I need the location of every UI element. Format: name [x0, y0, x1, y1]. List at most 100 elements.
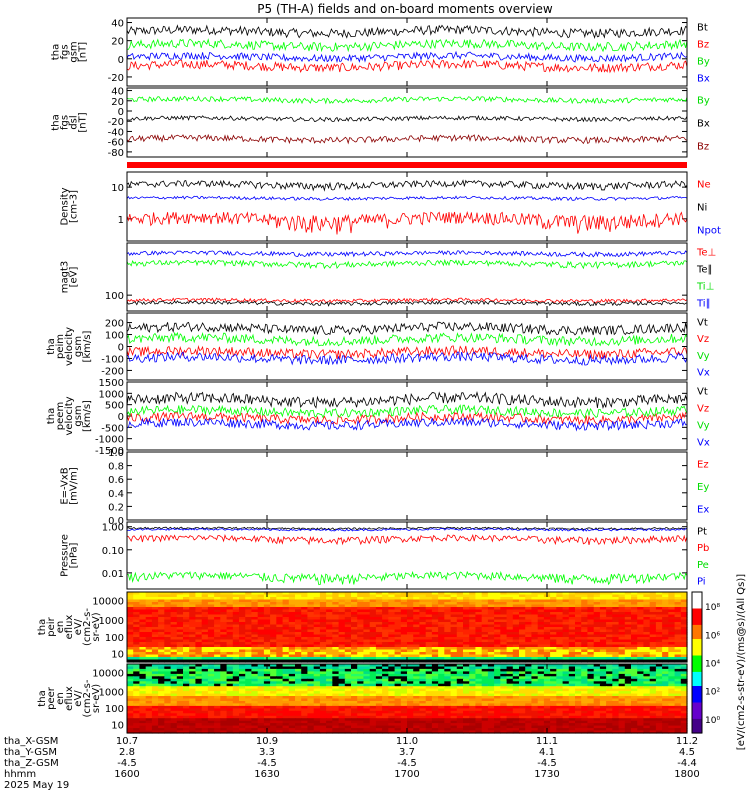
panel-frame — [127, 522, 687, 589]
ytick-peer_eflux: 1000 — [99, 688, 124, 699]
series-line-Vy — [127, 333, 687, 346]
x-tick-y_gsm: 4.5 — [679, 747, 695, 758]
series-line-Ne — [127, 212, 687, 235]
ytick-pressure: 1.00 — [102, 523, 124, 534]
ylabel-density: [cm-3] — [69, 190, 80, 223]
plot-title: P5 (TH-A) fields and on-board moments ov… — [257, 2, 553, 16]
ylabel-pressure: [nPa] — [69, 542, 80, 568]
x-tick-hhmm: 1600 — [114, 769, 139, 780]
panel-peer_eflux: thapeerenefluxeV/(cm2-s-sr-eV)1000010001… — [37, 664, 688, 734]
series-group-fgs_gsm — [127, 25, 687, 72]
spectrogram-peir_eflux — [127, 592, 688, 663]
legend-density-Ni: Ni — [697, 203, 707, 214]
legend-peem_vel-Vt: Vt — [697, 387, 708, 398]
series-line-Pe — [127, 572, 687, 585]
colorbar-tick: 10⁴ — [705, 660, 720, 670]
x-tick-y_gsm: 3.7 — [399, 747, 415, 758]
ytick-e_vxb: 0.4 — [108, 489, 124, 500]
ytick-peer_eflux: 100 — [105, 704, 124, 715]
legend-e_vxb-Ez: Ez — [697, 459, 709, 470]
series-line-Ni — [127, 181, 687, 191]
x-tick-z_gsm: -4.4 — [677, 758, 697, 769]
x-tick-hhmm: 1730 — [534, 769, 559, 780]
panel-peir_eflux: thapeirenefluxeV/(cm2-s-sr-eV)1000010001… — [37, 592, 688, 663]
series-group-fgs_dsl — [127, 96, 687, 143]
series-line-Bz — [127, 60, 687, 72]
series-line-Bx — [127, 52, 687, 62]
legend-density-Npot: Npot — [697, 226, 721, 237]
separator-bar — [127, 162, 687, 168]
x-tick-x_gsm: 11.2 — [676, 736, 698, 747]
ytick-e_vxb: 0.2 — [108, 502, 124, 513]
legend-temp-Ti⊥: Ti⊥ — [696, 282, 714, 293]
ytick-peim_vel: 200 — [105, 319, 124, 330]
legend-peim_vel-Vx: Vx — [697, 368, 710, 379]
legend-temp-Te∥: Te∥ — [696, 265, 713, 276]
series-line-Vz — [127, 412, 687, 424]
x-tick-y_gsm: 3.3 — [259, 747, 275, 758]
ytick-pressure: 0.01 — [102, 569, 124, 580]
ytick-peem_vel: 0 — [118, 412, 124, 423]
series-line-Vt — [127, 392, 687, 408]
ylabel-e_vxb: [mV/m] — [69, 467, 80, 505]
ytick-peir_eflux: 10000 — [92, 596, 124, 607]
series-group-peim_vel — [127, 322, 687, 365]
legend-pressure-Pb: Pb — [697, 543, 709, 554]
panel-peim_vel: thapeimvelocitygsm[km/s]2001000-100-200V… — [46, 313, 710, 380]
series-group-temp — [127, 251, 687, 306]
ytick-e_vxb: 1.0 — [108, 448, 124, 459]
series-group-peem_vel — [127, 392, 687, 430]
ytick-fgs_dsl: -80 — [108, 148, 124, 159]
colorbar-tick: 10² — [705, 688, 720, 698]
x-tick-x_gsm: 11.0 — [396, 736, 418, 747]
series-line-Bz — [127, 135, 687, 144]
ylabel-temp: [eV] — [69, 267, 80, 288]
ytick-fgs_gsm: 40 — [111, 19, 124, 30]
x-tick-z_gsm: -4.5 — [257, 758, 277, 769]
ytick-fgs_gsm: 20 — [111, 37, 124, 48]
x-tick-hhmm: 1630 — [254, 769, 279, 780]
ytick-pressure: 0.10 — [102, 546, 124, 557]
legend-fgs_gsm-Bx: Bx — [697, 74, 710, 85]
ytick-peem_vel: -1000 — [95, 435, 124, 446]
legend-peim_vel-Vy: Vy — [697, 351, 710, 362]
ytick-peim_vel: 0 — [118, 343, 124, 354]
legend-pressure-Pt: Pt — [697, 526, 707, 537]
ytick-peim_vel: 100 — [105, 331, 124, 342]
panel-frame — [127, 313, 687, 380]
series-line-Vt — [127, 322, 687, 335]
ytick-peim_vel: -200 — [101, 366, 124, 377]
ytick-peim_vel: -100 — [101, 354, 124, 365]
ytick-peem_vel: -500 — [101, 423, 124, 434]
series-line-Pb — [127, 535, 687, 545]
series-line-Npot — [127, 196, 687, 200]
legend-fgs_gsm-Bz: Bz — [697, 40, 709, 51]
legend-temp-Ti∥: Ti∥ — [696, 299, 711, 310]
legend-peim_vel-Vt: Vt — [697, 317, 708, 328]
ytick-peem_vel: 500 — [105, 401, 124, 412]
colorbar-tick: 10⁶ — [705, 631, 720, 641]
legend-peem_vel-Vz: Vz — [697, 404, 709, 415]
ytick-e_vxb: 0.8 — [108, 462, 124, 473]
ylabel-fgs_gsm: [nT] — [78, 42, 89, 62]
spectrogram-peer_eflux — [127, 664, 688, 734]
colorbar-tick: 10⁸ — [705, 603, 720, 613]
ytick-peem_vel: 1500 — [99, 378, 124, 389]
series-line-By — [127, 96, 687, 103]
colorbar: 10⁸10⁶10⁴10²10⁰[eV/(cm2-s-str-eV)/(ms@s)… — [692, 574, 747, 750]
x-tick-z_gsm: -4.5 — [397, 758, 417, 769]
x-tick-x_gsm: 10.7 — [116, 736, 138, 747]
series-group-density — [127, 181, 687, 235]
panel-frame — [127, 88, 687, 157]
colorbar-label: [eV/(cm2-s-str-eV)/(ms@s)/(All Qs)] — [736, 574, 747, 750]
ytick-e_vxb: 0.6 — [108, 475, 124, 486]
legend-temp-Te⊥: Te⊥ — [696, 248, 716, 259]
legend-peem_vel-Vx: Vx — [697, 438, 710, 449]
legend-fgs_dsl-By: By — [697, 96, 710, 107]
ytick-peem_vel: 1000 — [99, 389, 124, 400]
x-tick-z_gsm: -4.5 — [117, 758, 137, 769]
legend-peem_vel-Vy: Vy — [697, 421, 710, 432]
